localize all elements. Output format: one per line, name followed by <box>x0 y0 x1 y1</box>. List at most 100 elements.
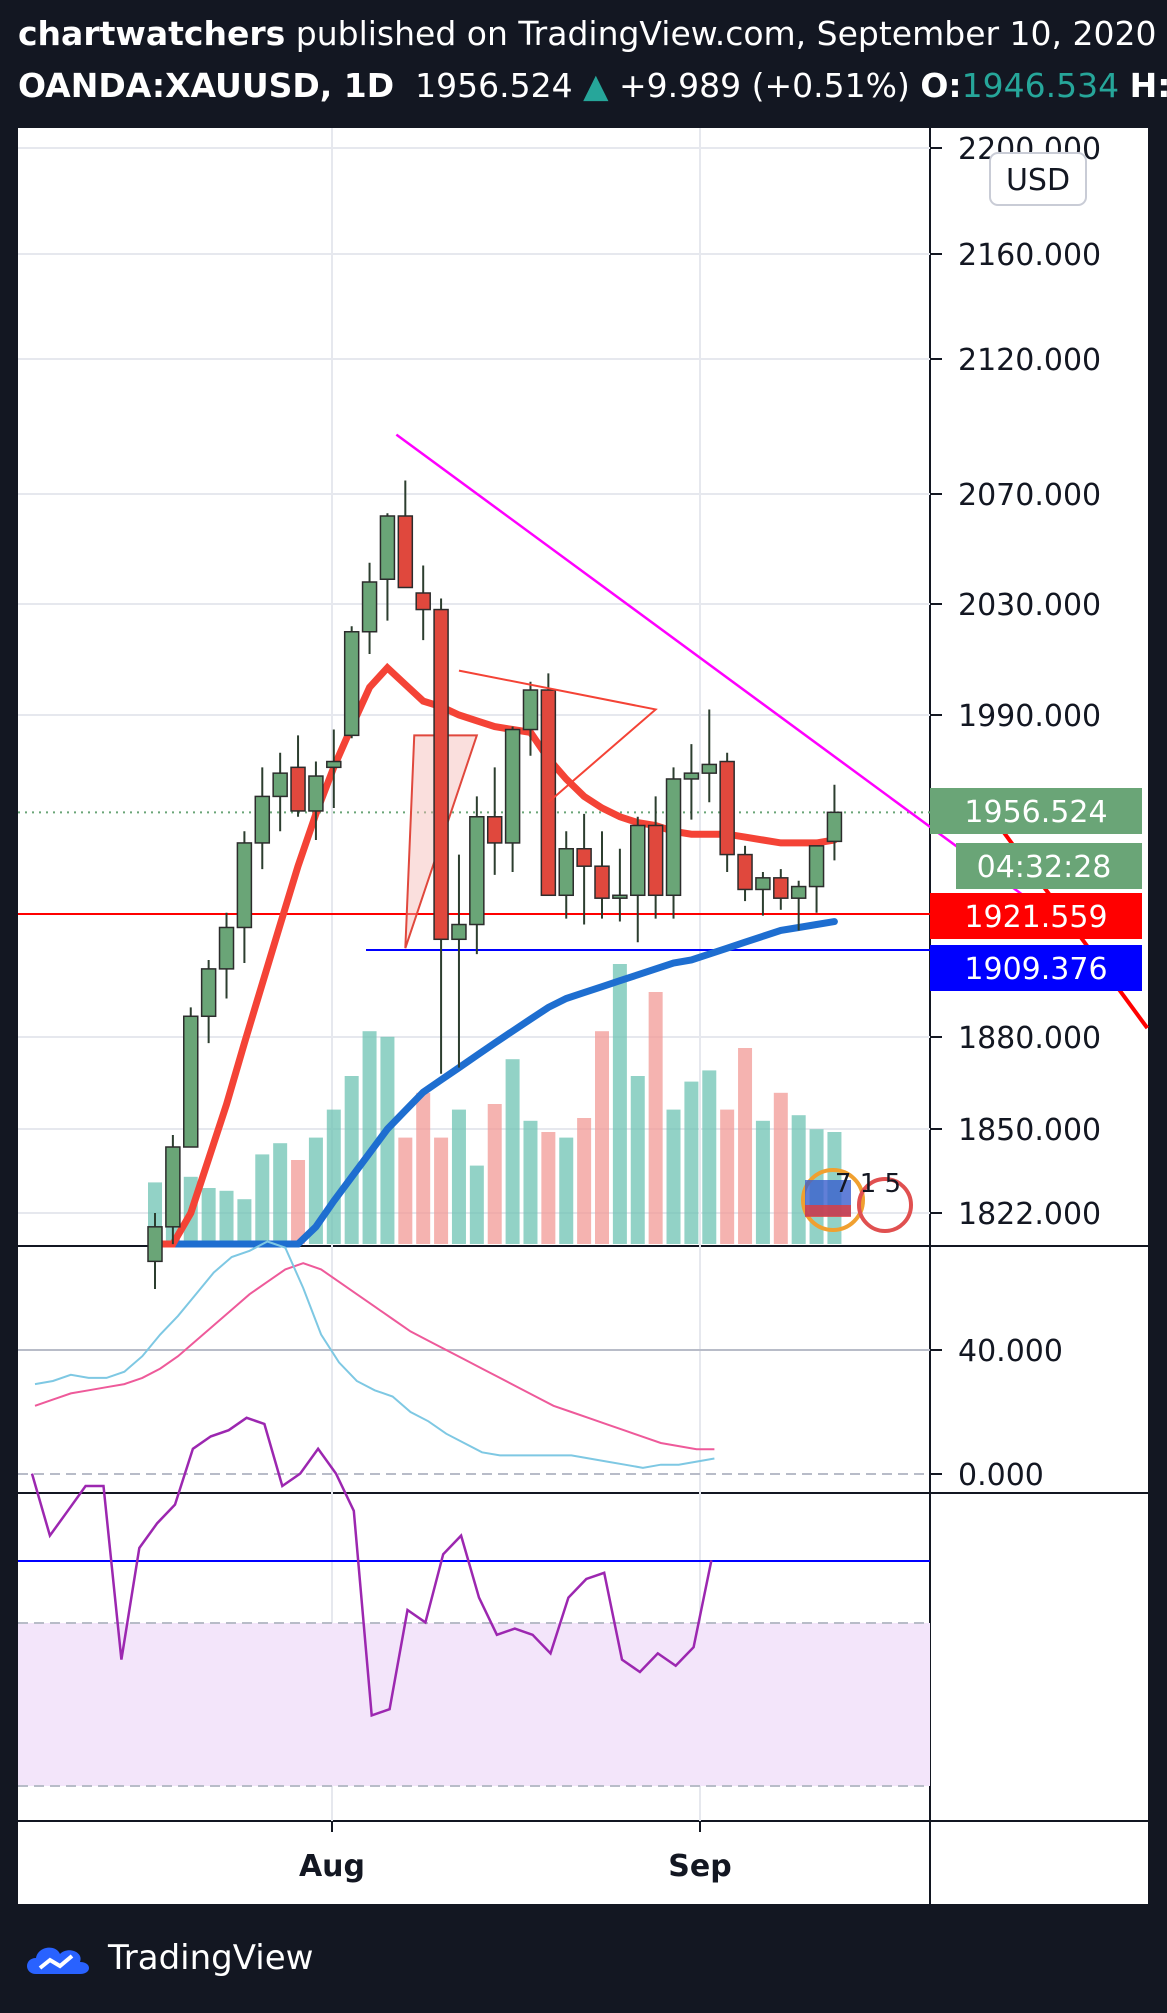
price-label: 2070.000 <box>958 478 1101 513</box>
volume-bar <box>326 1109 341 1244</box>
currency-button[interactable]: USD <box>989 152 1087 206</box>
stoch-d-line <box>34 1262 715 1451</box>
candle-body <box>147 1226 163 1263</box>
volume-bar <box>362 1031 377 1244</box>
candle-body <box>415 592 431 611</box>
grid <box>18 128 930 1821</box>
time-label: Sep <box>668 1849 731 1884</box>
red-level-text: 1921.559 <box>964 900 1107 935</box>
volume-bar <box>577 1118 592 1244</box>
volume-bar <box>630 1076 645 1244</box>
candle-body <box>451 923 467 941</box>
symbol-label: OANDA:XAUUSD, 1D <box>18 66 395 105</box>
volume-bar <box>416 1092 431 1244</box>
up-triangle-icon: ▲ <box>583 66 609 105</box>
volume-bar <box>469 1165 484 1244</box>
blue-level-tag: 1909.376 <box>930 945 1142 991</box>
long-moving-average-line <box>151 918 838 1248</box>
candle-body <box>469 816 485 926</box>
price-change: +9.989 (+0.51%) <box>619 66 910 105</box>
volume-bar <box>398 1137 413 1244</box>
stoch-axis-label: 0.000 <box>958 1458 1044 1493</box>
candle-body <box>630 824 646 897</box>
candle-body <box>200 968 217 1018</box>
candle-body <box>594 865 610 899</box>
candle-body <box>808 845 825 888</box>
magenta-trendline <box>395 433 1032 903</box>
candle-body <box>755 877 771 891</box>
volume-bar <box>523 1120 538 1244</box>
volume-bar <box>434 1137 449 1244</box>
volume-bar <box>684 1081 699 1244</box>
volume-bar <box>773 1092 788 1244</box>
price-label: 2120.000 <box>958 343 1101 378</box>
candle-body <box>397 515 414 589</box>
volume-bar <box>648 992 663 1244</box>
stoch-k-line <box>34 1240 715 1469</box>
tradingview-brand: TradingView <box>108 1938 314 1978</box>
candle-body <box>773 877 789 899</box>
volume-bar <box>291 1160 306 1244</box>
candle-body <box>558 848 574 897</box>
published-text: published on TradingView.com, September … <box>295 14 1157 53</box>
candle-body <box>576 848 592 867</box>
candle-body <box>826 811 843 843</box>
countdown-text: 04:32:28 <box>977 850 1112 885</box>
last-price-tag: 1956.524 <box>930 788 1142 834</box>
candle-body <box>433 608 449 941</box>
symbol-info: OANDA:XAUUSD, 1D 1956.524 ▲ +9.989 (+0.5… <box>18 66 1167 105</box>
candle-body <box>308 775 324 812</box>
volume-bar <box>380 1036 395 1244</box>
candle-body <box>290 766 306 812</box>
events-flag-icon[interactable]: 7 1 5 <box>801 1168 913 1233</box>
candle-body <box>326 760 342 769</box>
price-label: 1990.000 <box>958 699 1101 734</box>
volume-bar <box>273 1143 288 1244</box>
candle-body <box>183 1015 199 1148</box>
candle-body <box>272 772 288 798</box>
volume-bar <box>344 1076 359 1244</box>
volume-bar <box>612 964 627 1244</box>
volume-bar <box>755 1120 770 1244</box>
volume-bar <box>720 1109 735 1244</box>
candle-body <box>504 728 521 844</box>
volume-bar <box>219 1190 234 1244</box>
candle-body <box>612 894 628 899</box>
red-level-tag: 1921.559 <box>930 893 1142 939</box>
countdown-tag: 04:32:28 <box>956 843 1142 889</box>
volume-bar <box>666 1109 681 1244</box>
stochastic-pane: 40.000 0.000 <box>18 1240 1063 1493</box>
volume-bar <box>505 1059 520 1244</box>
open-label: O: <box>920 66 962 105</box>
price-value: 1956.524 <box>415 66 573 105</box>
price-label: 2030.000 <box>958 588 1101 623</box>
author-name: chartwatchers <box>18 14 286 53</box>
volume-bar <box>237 1199 252 1244</box>
open-value: 1946.534 <box>961 66 1120 105</box>
volume-bars <box>148 964 842 1244</box>
red-trend-lines <box>458 669 658 803</box>
price-label: 1880.000 <box>958 1021 1101 1056</box>
candle-body <box>165 1146 181 1228</box>
publish-info: chartwatchers published on TradingView.c… <box>18 14 1157 53</box>
volume-bar <box>595 1031 609 1244</box>
volume-bar <box>541 1132 556 1244</box>
volume-bar <box>255 1154 270 1244</box>
candle-body <box>254 795 271 844</box>
stoch-axis-label: 40.000 <box>958 1334 1063 1369</box>
candle-body <box>343 631 360 737</box>
candles <box>147 480 843 1289</box>
candle-body <box>683 772 700 780</box>
volume-bar <box>791 1115 806 1244</box>
candle-body <box>647 824 664 897</box>
currency-label: USD <box>1006 163 1070 198</box>
candle-body <box>790 885 807 899</box>
candle-body <box>522 689 539 731</box>
rsi-pane <box>18 1416 930 1787</box>
last-price-text: 1956.524 <box>964 795 1107 830</box>
candle-body <box>218 926 235 970</box>
high-label: H: <box>1129 66 1167 105</box>
candle-body <box>486 816 503 844</box>
price-label: 1850.000 <box>958 1113 1101 1148</box>
